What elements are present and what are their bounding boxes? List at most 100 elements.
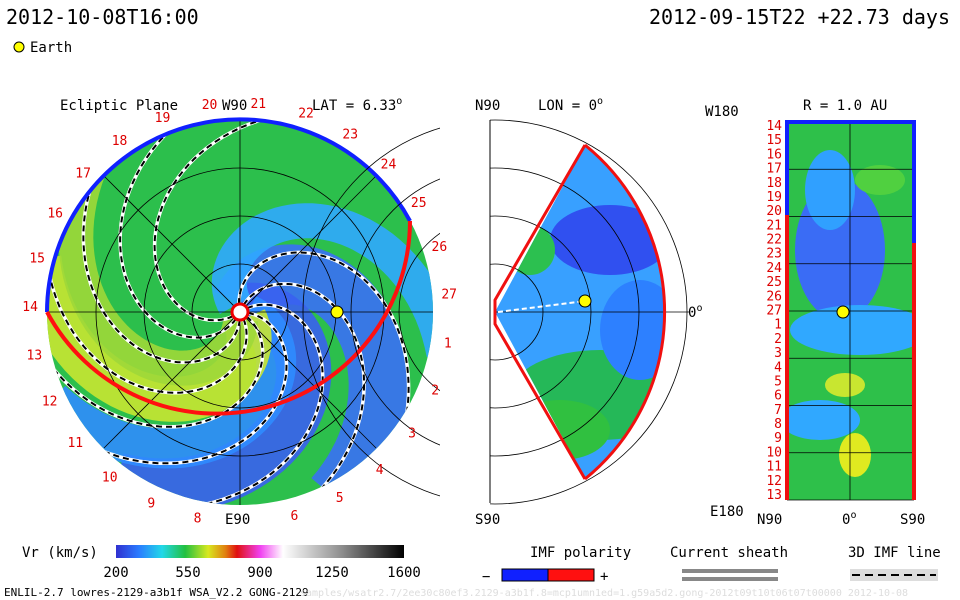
degree: o [597,96,603,107]
longitude-label: 2 [431,384,439,399]
longitude-label: 24 [766,261,782,276]
longitude-label: 25 [766,275,782,290]
longitude-label: 26 [432,240,448,255]
imf-minus: − [482,569,490,585]
longitude-label: 16 [766,147,782,162]
sheath-line [682,569,778,573]
longitude-label: 17 [75,166,91,181]
earth-label: Earth [30,40,72,56]
longitude-label: 27 [441,288,457,303]
radial-bottom-right: S90 [900,512,925,528]
colorbar-tick: 900 [247,565,272,581]
field-line [153,119,300,322]
flow-band [211,203,433,358]
longitude-label: 15 [29,252,45,267]
longitude-label: 1 [444,336,452,351]
degree: o [850,510,856,521]
radial-title: R = 1.0 AU [803,98,887,114]
longitude-label: 23 [766,247,782,262]
longitude-label: 5 [336,491,344,506]
radial-bottom-left: N90 [757,512,782,528]
radial-top-left: W180 [705,104,739,120]
longitude-label: 20 [202,98,218,113]
longitude-label: 1 [774,318,782,333]
longitude-label: 13 [27,348,43,363]
field-line [47,315,264,428]
longitude-label: 14 [766,119,782,134]
imf-title: IMF polarity [530,545,631,561]
ecliptic-title: Ecliptic Plane [60,98,178,114]
footer-model: ENLIL-2.7 lowres-2129-a3b1f WSA_V2.2 GON… [4,586,309,599]
longitude-label: 21 [250,97,266,112]
longitude-label: 7 [774,403,782,418]
longitude-label: 22 [766,233,782,248]
longitude-label: 19 [155,111,171,126]
longitude-label: 12 [766,474,782,489]
longitude-label: 23 [342,127,358,142]
longitude-label: 6 [774,389,782,404]
longitude-label: 3 [408,426,416,441]
earth-icon [13,41,25,53]
imf-plus: + [600,569,608,585]
radial-corner: E180 [710,504,744,520]
longitude-label: 19 [766,190,782,205]
longitude-label: 24 [381,158,397,173]
longitude-label: 18 [112,134,128,149]
degree: o [696,303,702,314]
longitude-label: 8 [194,512,202,527]
longitude-label: 10 [766,445,782,460]
colorbar-tick: 1250 [315,565,349,581]
field-line [72,311,288,465]
colorbar-tick: 550 [175,565,200,581]
longitude-label: 2 [774,332,782,347]
longitude-label: 10 [102,471,118,486]
longitude-label: 26 [766,289,782,304]
longitude-label: 16 [47,206,63,221]
footer-path: samples/wsatr2.7/2ee30c80ef3.2129-a3b1f.… [300,588,908,599]
sheath-title: Current sheath [670,545,788,561]
longitude-label: 11 [67,436,83,451]
colorbar-tick: 200 [103,565,128,581]
field-line [238,251,410,447]
colorbar-label: Vr (km/s) [22,545,98,561]
longitude-label: 21 [766,218,782,233]
longitude-label: 17 [766,162,782,177]
time: 2012-10-08T16:00 [6,5,199,29]
field-line [119,119,237,339]
longitude-label: 15 [766,133,782,148]
longitude-label: 20 [766,204,782,219]
lon: LON = 0o [538,96,603,114]
colorbar [116,545,404,558]
longitude-label: 9 [774,431,782,446]
longitude-label: 18 [766,176,782,191]
sheath-line [682,577,778,581]
imf-line-title: 3D IMF line [848,545,941,561]
radial-bottom-mid: 0o [842,510,856,528]
colorbar-tick: 1600 [387,565,421,581]
lat: LAT = 6.33o [312,96,402,114]
longitude-label: 9 [147,496,155,511]
flow-band [214,244,409,505]
longitude-label: 13 [766,488,782,503]
longitude-label: 25 [411,196,427,211]
ecliptic-bottom: E90 [225,512,250,528]
radial-panel: W180 R = 1.0 AU N90 0o S90 E180 [705,98,925,528]
lat-value: LAT = 6.33 [312,98,396,114]
lon-value: LON = 0 [538,98,597,114]
ecliptic-top: W90 [222,98,247,114]
imf-positive [547,568,595,582]
zero: 0 [688,305,696,321]
longitude-label: 4 [774,360,782,375]
run: 2012-09-15T22 +22.73 days [649,5,950,29]
longitude-label: 14 [22,300,38,315]
field-line [82,154,241,364]
degree: o [396,96,402,107]
imf-negative [501,568,549,582]
longitude-label: 27 [766,304,782,319]
meridional-bottom: S90 [475,512,500,528]
meridional-top: N90 [475,98,500,114]
longitude-label: 8 [774,417,782,432]
field-line [242,282,366,505]
zero: 0 [842,512,850,528]
